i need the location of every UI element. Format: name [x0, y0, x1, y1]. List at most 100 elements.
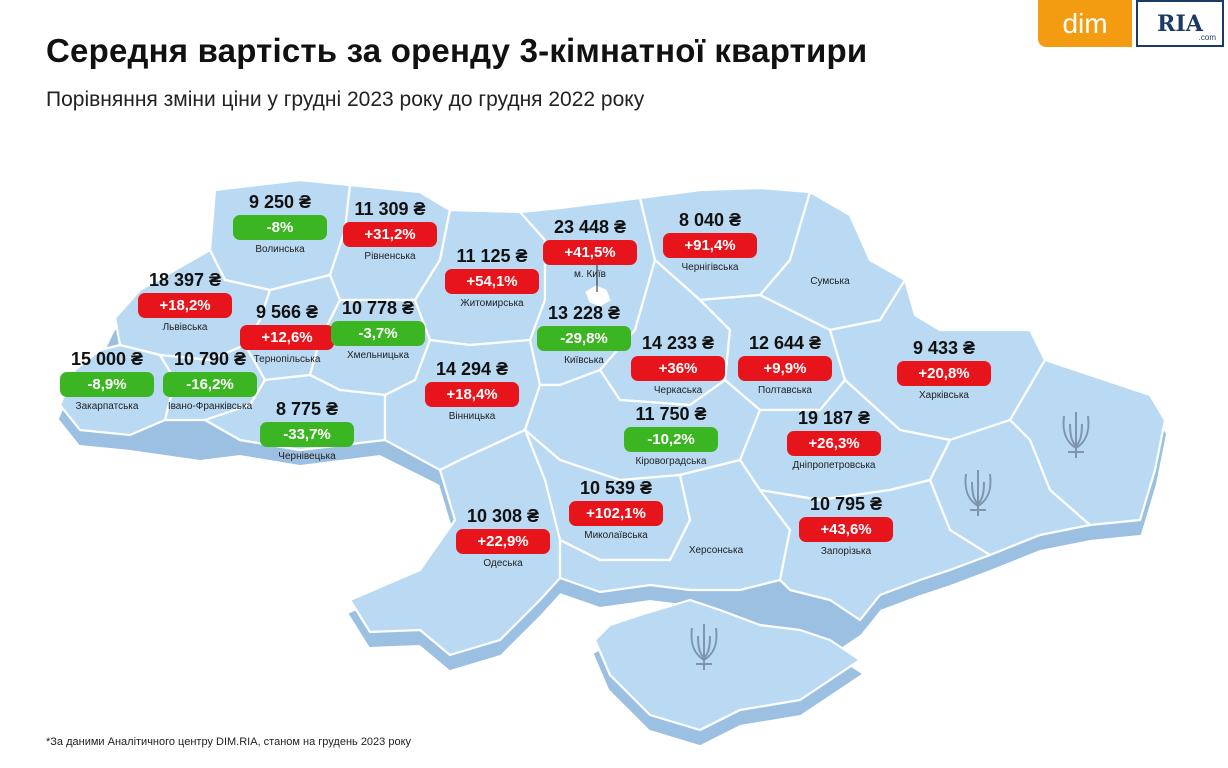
region-change-badge: -29,8%: [537, 326, 631, 351]
logo-ria-box: RIA .com: [1136, 0, 1224, 47]
region-price: 10 795 ₴: [809, 494, 883, 514]
region-price: 10 308 ₴: [466, 506, 540, 526]
region-label-zhytomyrska: 11 125 ₴ +54,1% Житомирська: [445, 246, 539, 309]
region-name-khersonska: Херсонська: [688, 545, 744, 556]
region-change-badge: -16,2%: [163, 372, 257, 397]
region-name: Закарпатська: [75, 401, 139, 412]
region-label-kirovohradska: 11 750 ₴ -10,2% Кіровоградська: [624, 404, 718, 467]
region-price: 15 000 ₴: [70, 349, 144, 369]
region-name: Тернопільська: [253, 354, 321, 365]
region-change-badge: -8,9%: [60, 372, 154, 397]
region-name: Волинська: [255, 244, 305, 255]
region-change-badge: +18,4%: [425, 382, 519, 407]
region-label-poltavska: 12 644 ₴ +9,9% Полтавська: [738, 333, 832, 396]
region-label-kyivska: 13 228 ₴ -29,8% Київська: [537, 303, 631, 366]
region-name: Харківська: [919, 390, 969, 401]
region-label-kyiv-city: 23 448 ₴ +41,5% м. Київ: [543, 217, 637, 280]
region-change-badge: -10,2%: [624, 427, 718, 452]
region-name: Київська: [564, 355, 604, 366]
region-shape-odeska: [348, 428, 562, 657]
region-label-zaporizka: 10 795 ₴ +43,6% Запорізька: [799, 494, 893, 557]
footnote: *За даними Аналітичного центру DIM.RIA, …: [46, 736, 412, 748]
region-price: 12 644 ₴: [748, 333, 822, 353]
region-name: Дніпропетровська: [792, 460, 876, 471]
region-label-cherkaska: 14 233 ₴ +36% Черкаська: [631, 333, 725, 396]
trident-icon: [690, 624, 718, 670]
region-change-badge: +43,6%: [799, 517, 893, 542]
region-label-khmelnytska: 10 778 ₴ -3,7% Хмельницька: [331, 298, 425, 361]
region-change-badge: +31,2%: [343, 222, 437, 247]
region-change-badge: +41,5%: [543, 240, 637, 265]
region-label-rivnenska: 11 309 ₴ +31,2% Рівненська: [343, 199, 437, 262]
region-shape-crimea: [593, 598, 862, 732]
region-name: Миколаївська: [584, 530, 648, 541]
region-change-badge: +54,1%: [445, 269, 539, 294]
region-label-lvivska: 18 397 ₴ +18,2% Львівська: [138, 270, 232, 333]
region-change-badge: -33,7%: [260, 422, 354, 447]
region-price: 11 125 ₴: [456, 246, 528, 266]
region-name: Івано-Франківська: [167, 401, 253, 412]
region-price: 9 566 ₴: [255, 302, 319, 322]
region-price: 23 448 ₴: [553, 217, 627, 237]
region-name: м. Київ: [574, 269, 606, 280]
region-name-sumska: Сумська: [810, 276, 850, 287]
region-name: Черкаська: [653, 385, 703, 396]
region-price: 19 187 ₴: [797, 408, 871, 428]
region-price: 9 250 ₴: [248, 192, 312, 212]
region-label-dnipropetrovska: 19 187 ₴ +26,3% Дніпропетровська: [787, 408, 881, 471]
kyiv-city-shape: [585, 285, 611, 307]
region-name: Чернівецька: [278, 451, 336, 462]
region-label-mykolaivska: 10 539 ₴ +102,1% Миколаївська: [569, 478, 663, 541]
region-price: 10 790 ₴: [173, 349, 247, 369]
trident-icon: [964, 470, 992, 516]
region-price: 8 775 ₴: [275, 399, 339, 419]
region-name: Житомирська: [460, 298, 524, 309]
region-change-badge: -8%: [233, 215, 327, 240]
region-name: Чернігівська: [681, 262, 739, 273]
region-change-badge: +9,9%: [738, 356, 832, 381]
region-label-odeska: 10 308 ₴ +22,9% Одеська: [456, 506, 550, 569]
region-change-badge: +91,4%: [663, 233, 757, 258]
logo-ria-domain: .com: [1198, 33, 1216, 42]
region-change-badge: +102,1%: [569, 501, 663, 526]
region-price: 14 233 ₴: [641, 333, 715, 353]
region-change-badge: +22,9%: [456, 529, 550, 554]
dim-ria-logo: dim RIA .com: [1038, 0, 1224, 47]
region-change-badge: +20,8%: [897, 361, 991, 386]
region-name: Запорізька: [820, 546, 872, 557]
region-name: Львівська: [162, 322, 208, 333]
region-label-chernivetska: 8 775 ₴ -33,7% Чернівецька: [260, 399, 354, 462]
region-label-ternopilska: 9 566 ₴ +12,6% Тернопільська: [240, 302, 334, 365]
page-title: Середня вартість за оренду 3-кімнатної к…: [46, 32, 868, 69]
region-name: Хмельницька: [346, 350, 410, 361]
region-price: 10 539 ₴: [579, 478, 653, 498]
region-label-vinnytska: 14 294 ₴ +18,4% Вінницька: [425, 359, 519, 422]
region-label-chernihivska: 8 040 ₴ +91,4% Чернігівська: [663, 210, 757, 273]
region-label-kharkivska: 9 433 ₴ +20,8% Харківська: [897, 338, 991, 401]
region-name: Одеська: [483, 558, 523, 569]
page-subtitle: Порівняння зміни ціни у грудні 2023 року…: [46, 88, 645, 111]
region-price: 13 228 ₴: [547, 303, 621, 323]
logo-ria-text: RIA: [1157, 10, 1203, 37]
region-change-badge: +26,3%: [787, 431, 881, 456]
region-label-ivano-frankivska: 10 790 ₴ -16,2% Івано-Франківська: [163, 349, 257, 412]
region-shape-zaporizka: [758, 478, 992, 622]
region-label-zakarpatska: 15 000 ₴ -8,9% Закарпатська: [60, 349, 154, 412]
logo-dim-text: dim: [1038, 0, 1132, 47]
region-price: 11 309 ₴: [354, 199, 426, 219]
trident-icon: [1062, 412, 1090, 458]
region-price: 10 778 ₴: [341, 298, 415, 318]
region-change-badge: +36%: [631, 356, 725, 381]
region-price: 18 397 ₴: [148, 270, 222, 290]
region-price: 8 040 ₴: [678, 210, 742, 230]
region-name: Полтавська: [758, 385, 812, 396]
region-change-badge: -3,7%: [331, 321, 425, 346]
region-name: Кіровоградська: [635, 456, 707, 467]
region-label-volynska: 9 250 ₴ -8% Волинська: [233, 192, 327, 255]
region-name: Вінницька: [448, 411, 496, 422]
region-change-badge: +18,2%: [138, 293, 232, 318]
region-price: 14 294 ₴: [435, 359, 509, 379]
region-name: Рівненська: [364, 251, 416, 262]
region-price: 9 433 ₴: [912, 338, 976, 358]
region-change-badge: +12,6%: [240, 325, 334, 350]
